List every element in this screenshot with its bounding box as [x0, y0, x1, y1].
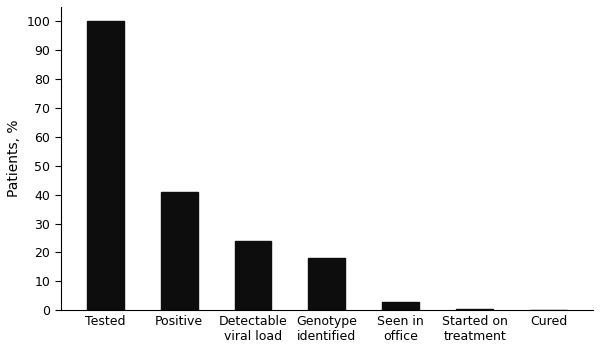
Bar	[382, 302, 419, 310]
Y-axis label: Patients, %: Patients, %	[7, 120, 21, 197]
Bar	[86, 21, 124, 310]
Bar	[456, 309, 493, 310]
Bar	[235, 241, 271, 310]
Bar	[161, 192, 197, 310]
Bar	[308, 258, 346, 310]
